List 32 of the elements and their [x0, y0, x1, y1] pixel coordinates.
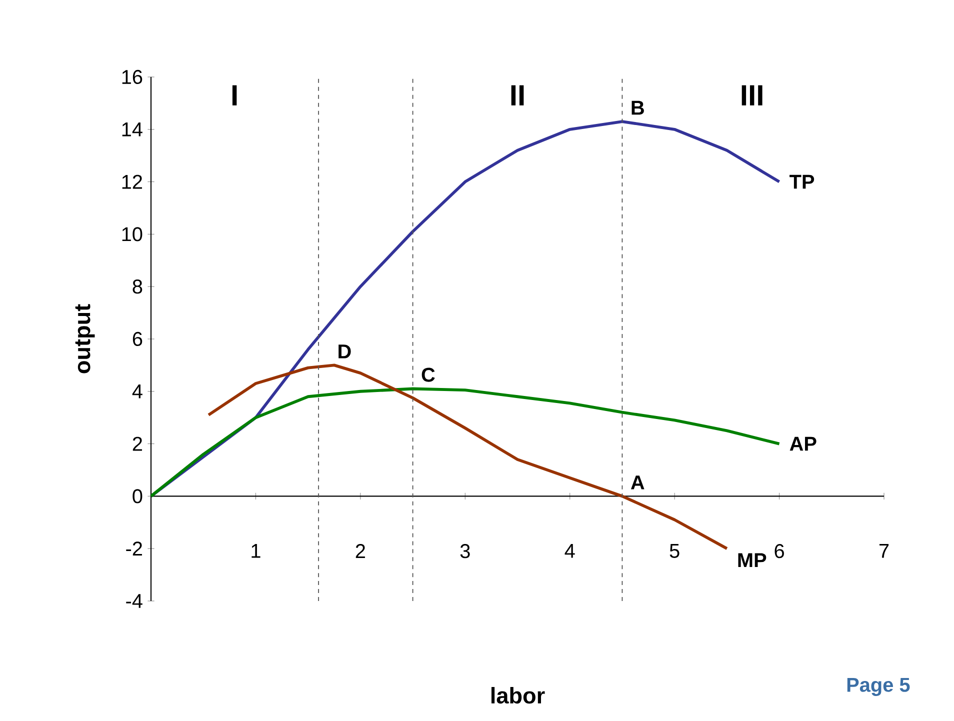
y-tick-label: -2 [126, 542, 142, 556]
text: Page 5 [847, 678, 910, 696]
y-tick-label: 16 [122, 70, 142, 84]
annotation: II [511, 85, 524, 106]
x-axis-title: labor [491, 687, 545, 704]
annotation: A [630, 476, 644, 490]
x-tick-label: 4 [564, 544, 575, 558]
x-tick-label: 2 [356, 544, 365, 558]
y-tick-label: 8 [132, 280, 142, 294]
annotation: D [338, 344, 351, 358]
x-tick-label: 6 [774, 544, 784, 558]
annotation: B [632, 100, 644, 115]
y-tick-label: 6 [132, 332, 142, 346]
series-label: MP [738, 553, 766, 567]
y-tick-label: 14 [122, 122, 142, 136]
x-tick-label: 3 [460, 544, 470, 558]
line-series [150, 387, 781, 498]
y-tick-label: 12 [122, 174, 142, 189]
annotation: C [422, 368, 435, 382]
x-tick-label: 1 [252, 544, 260, 558]
annotation: I [232, 85, 237, 106]
series-label: AP [790, 436, 816, 451]
x-tick-label: 5 [670, 544, 680, 558]
y-tick-label: 10 [122, 227, 142, 242]
annotation: III [742, 85, 762, 106]
series-label: TP [790, 174, 814, 189]
y-tick-label: 2 [132, 436, 142, 451]
y-tick-label: 0 [132, 489, 142, 504]
y-tick-label: -4 [126, 594, 142, 608]
y-axis-title: output [75, 304, 95, 374]
y-tick-label: 4 [132, 384, 142, 398]
x-tick-label: 7 [879, 544, 889, 558]
